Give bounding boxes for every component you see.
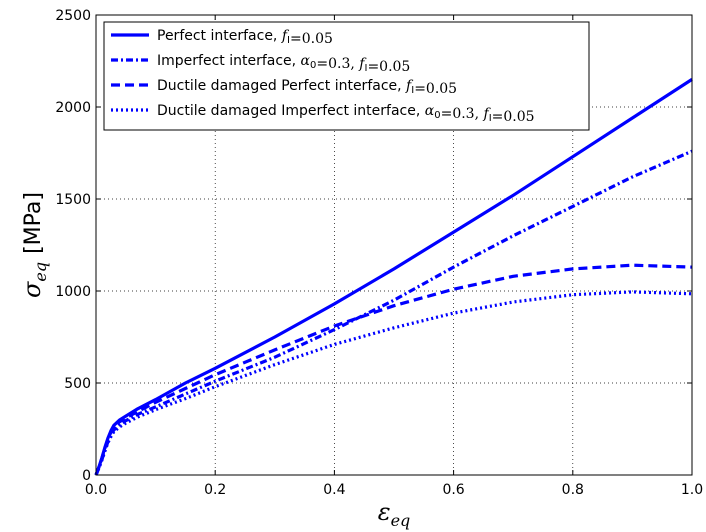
series-line-3 (94, 263, 693, 476)
x-axis-symbol: ε (378, 498, 391, 526)
x-axis-subscript: eq (391, 511, 411, 530)
y-axis-subscript: eq (31, 262, 50, 282)
y-tick-label: 0 (82, 468, 91, 484)
y-axis-symbol: σ (18, 281, 46, 298)
y-tick-label: 2000 (55, 100, 91, 116)
svg-text:εeq: εeq (378, 498, 411, 530)
y-axis-label: σeq [MPa] (18, 192, 50, 298)
series-lines (94, 78, 693, 476)
svg-text:σeq[MPa]: σeq [MPa] (18, 192, 50, 298)
x-tick-label: 1.0 (681, 482, 703, 498)
x-tick-label: 0.0 (85, 482, 107, 498)
legend-box (103, 21, 590, 131)
x-tick-label: 0.8 (562, 482, 584, 498)
x-tick-label: 0.4 (323, 482, 345, 498)
y-tick-label: 500 (64, 376, 91, 392)
legend-label-1: Perfect interface, fI=0.05 (157, 28, 333, 47)
legend: Perfect interface, fI=0.05 Imperfect inte… (103, 21, 590, 131)
y-tick-label: 2500 (55, 8, 91, 24)
axis-ticks: 0.0 0.2 0.4 0.6 0.8 1.0 0 500 1000 1500 2000 2500 (55, 8, 703, 498)
legend-label-2: Imperfect interface, α0=0.3, fI=0.05 (157, 53, 410, 75)
y-axis-unit: [MPa] (21, 192, 46, 254)
x-tick-label: 0.6 (442, 482, 464, 498)
series-line-2 (94, 149, 693, 476)
plot-frame (95, 14, 693, 476)
legend-label-3: Ductile damaged Perfect interface, fI=0.… (157, 78, 457, 97)
series-line-1 (94, 78, 693, 476)
legend-label-4: Ductile damaged Imperfect interface, α0=… (157, 103, 535, 125)
y-tick-label: 1000 (55, 284, 91, 300)
y-tick-label: 1500 (55, 192, 91, 208)
x-tick-label: 0.2 (204, 482, 226, 498)
x-axis-label: εeq (378, 498, 411, 530)
